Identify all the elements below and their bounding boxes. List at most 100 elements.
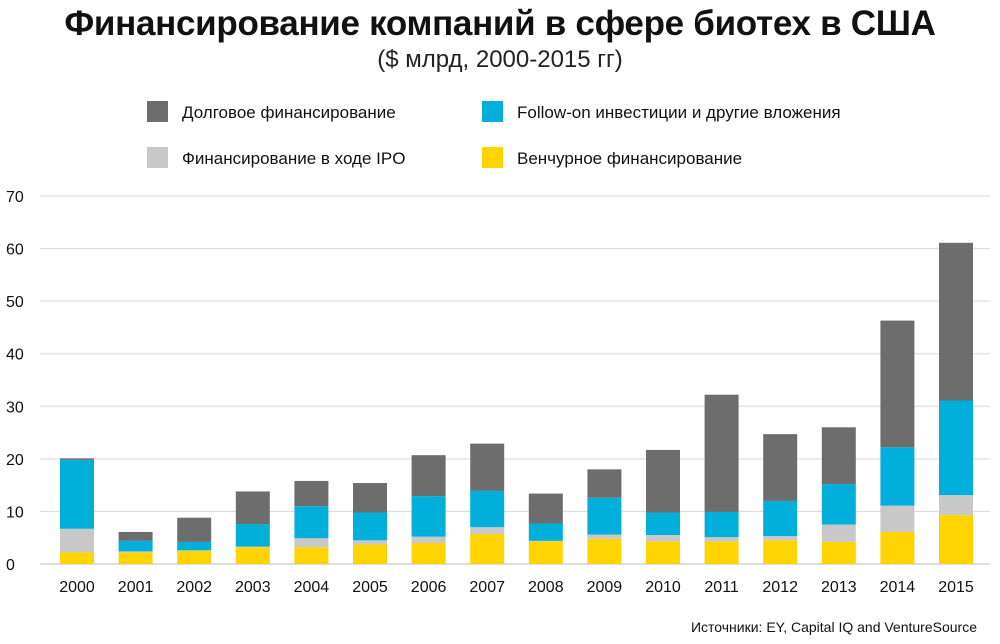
legend-label: Финансирование в ходе IPO — [182, 149, 405, 168]
bar-stack-2000 — [60, 458, 94, 564]
bar-segment — [470, 527, 505, 535]
bar-segment — [704, 537, 739, 542]
x-tick-label: 2014 — [880, 579, 916, 596]
bar-segment — [587, 497, 622, 535]
x-tick-label: 2006 — [411, 579, 447, 596]
bar-segment — [177, 541, 212, 551]
bar-segment — [763, 536, 798, 541]
bar-segment — [939, 515, 973, 564]
x-tick-label: 2001 — [118, 579, 154, 596]
bar-stack-2013 — [821, 427, 856, 564]
bar-segment — [880, 320, 915, 448]
bar-segment — [821, 524, 856, 542]
bar-segment — [939, 400, 973, 496]
y-tick-label: 70 — [6, 189, 24, 206]
bar-segment — [704, 541, 739, 564]
x-tick-label: 2008 — [528, 579, 564, 596]
x-tick-label: 2003 — [235, 579, 271, 596]
x-axis-ticks: 2000 2001 2002 2003 2004 2005 2006 2007 2008 2009… — [59, 579, 974, 596]
bar-stack-2006 — [411, 455, 446, 564]
bar-segment — [118, 531, 153, 541]
legend-label: Венчурное финансирование — [517, 149, 742, 168]
y-tick-label: 20 — [6, 452, 24, 469]
bar-segment — [587, 538, 622, 564]
bar-segment — [528, 523, 563, 541]
bar-segment — [880, 531, 915, 564]
bar-segment — [60, 528, 94, 553]
legend-swatch — [482, 101, 503, 122]
bar-stack-2014 — [880, 320, 915, 564]
bar-segment — [646, 512, 680, 536]
bar-segment — [118, 540, 153, 552]
bar-segment — [411, 542, 446, 564]
bar-segment — [646, 449, 680, 513]
bar-segment — [353, 540, 387, 545]
bar-segment — [235, 491, 270, 525]
bar-segment — [60, 459, 94, 529]
y-tick-label: 10 — [6, 504, 24, 521]
bar-stack-2008 — [528, 493, 563, 564]
bar-stack-2003 — [235, 491, 270, 564]
bar-segment — [294, 538, 329, 548]
bar-segment — [880, 447, 915, 506]
y-tick-label: 0 — [6, 557, 15, 574]
bar-segment — [880, 505, 915, 532]
bar-segment — [528, 541, 563, 564]
bar-segment — [353, 483, 387, 513]
legend-item: Венчурное финансирование — [482, 147, 742, 168]
bar-segment — [294, 547, 329, 564]
bar-segment — [411, 536, 446, 543]
bar-segment — [821, 484, 856, 525]
x-tick-label: 2013 — [821, 579, 857, 596]
bar-segment — [235, 547, 270, 564]
x-tick-label: 2010 — [645, 579, 681, 596]
bar-segment — [528, 493, 563, 524]
bar-stack-2012 — [763, 434, 798, 564]
x-tick-label: 2015 — [938, 579, 974, 596]
x-tick-label: 2012 — [762, 579, 798, 596]
chart-title: Финансирование компаний в сфере биотех в… — [64, 4, 936, 43]
bar-stack-2005 — [353, 483, 387, 564]
bar-segment — [646, 541, 680, 564]
legend-item: Финансирование в ходе IPO — [147, 147, 405, 168]
bar-segment — [470, 490, 505, 528]
y-tick-label: 40 — [6, 347, 24, 364]
y-axis-ticks: 0 10 20 30 40 50 60 70 — [6, 189, 24, 574]
bar-segment — [411, 455, 446, 497]
chart-subtitle: ($ млрд, 2000-2015 гг) — [377, 46, 623, 73]
bar-stack-2001 — [118, 531, 153, 564]
bar-segment — [118, 552, 153, 564]
bar-segment — [294, 480, 329, 507]
bar-segment — [177, 550, 212, 564]
bar-segment — [704, 394, 739, 512]
bar-segment — [470, 443, 505, 491]
bar-segment — [118, 551, 153, 553]
bar-segment — [177, 550, 212, 551]
x-tick-label: 2011 — [704, 579, 739, 596]
bar-stack-2010 — [646, 449, 680, 564]
source-note: Источники: EY, Capital IQ and VentureSou… — [691, 619, 977, 635]
bar-segment — [470, 534, 505, 564]
x-tick-label: 2002 — [176, 579, 212, 596]
legend-item: Follow-on инвестиции и другие вложения — [482, 101, 841, 122]
bar-segment — [763, 500, 798, 537]
bar-stack-2007 — [470, 443, 505, 564]
bar-segment — [704, 511, 739, 538]
bar-segment — [353, 544, 387, 564]
x-tick-label: 2004 — [294, 579, 330, 596]
bar-segment — [939, 495, 973, 516]
legend-swatch — [147, 147, 168, 168]
bar-segment — [60, 552, 94, 564]
x-tick-label: 2000 — [59, 579, 95, 596]
bars — [60, 242, 973, 564]
bar-segment — [763, 540, 798, 564]
bar-segment — [528, 540, 563, 542]
legend-label: Долговое финансирование — [182, 103, 396, 122]
x-tick-label: 2005 — [352, 579, 388, 596]
x-tick-label: 2007 — [469, 579, 505, 596]
bar-segment — [821, 427, 856, 485]
bar-stack-2015 — [939, 242, 973, 564]
bar-stack-2004 — [294, 480, 329, 564]
legend-swatch — [147, 101, 168, 122]
bar-segment — [60, 458, 94, 460]
